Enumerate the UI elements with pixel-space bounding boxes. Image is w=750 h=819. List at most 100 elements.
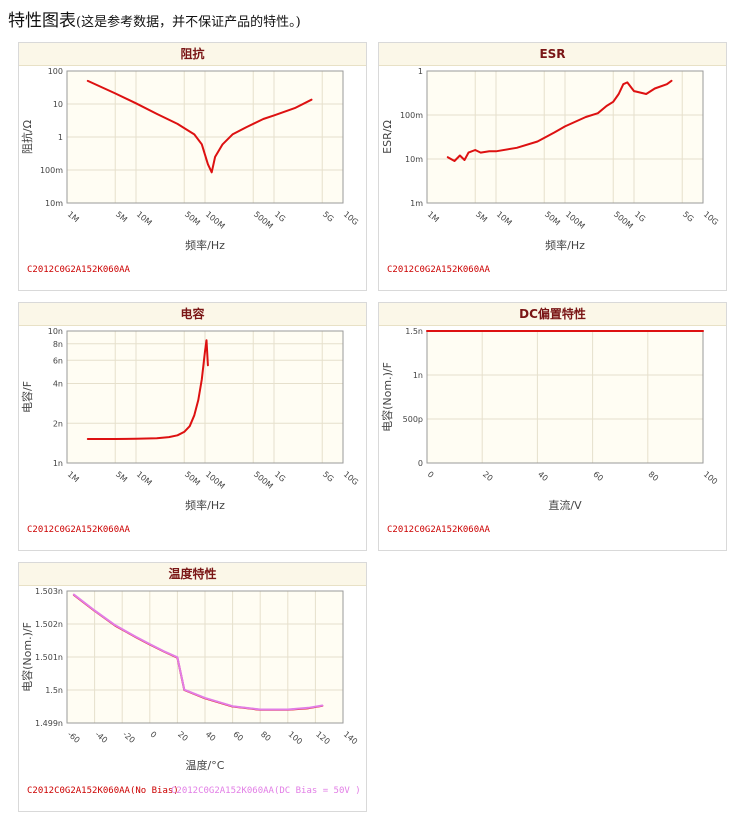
plot-frame (66, 330, 344, 464)
y-tick-label: 6n (53, 356, 63, 365)
y-axis-title: 电容/F (20, 381, 34, 413)
impedance-chart-card: 阻抗 1M 5M 10M 50M 100M 500M 1G 5G 10G 10m 100m 1 10 10… (18, 42, 367, 291)
y-tick-label: 100m (400, 111, 423, 120)
y-axis-title: 电容(Nom.)/F (20, 622, 34, 692)
x-tick-label: 500M (252, 210, 275, 231)
plot-frame (426, 70, 704, 204)
x-tick-label: 500M (612, 210, 635, 231)
y-tick-label: 1m (410, 199, 423, 208)
y-tick-label: 1n (53, 459, 63, 468)
x-tick-label: 10G (342, 210, 360, 227)
y-axis-title: ESR/Ω (381, 120, 394, 154)
y-tick-label: 100 (48, 67, 63, 76)
x-tick-label: 5G (681, 210, 695, 224)
y-tick-label: 500p (403, 415, 423, 424)
x-tick-label: -40 (93, 730, 109, 745)
x-tick-label: 5M (474, 210, 489, 225)
y-tick-label: 4n (53, 380, 63, 389)
capacitance-chart-card: 电容 1M 5M 10M 50M 100M 500M 1G 5G 10G 1n 2n 4n 6n 8n 10… (18, 302, 367, 551)
page-title-text: 特性图表 (8, 11, 76, 31)
x-tick-label: 10G (702, 210, 720, 227)
x-axis-title: 频率/Hz (545, 238, 585, 252)
x-tick-label: 60 (231, 730, 245, 743)
plot-frame (66, 70, 344, 204)
y-tick-label: 1.5n (405, 327, 423, 336)
chart-title: ESR (379, 43, 726, 66)
x-tick-label: 100M (204, 470, 227, 491)
plot-area (426, 330, 704, 464)
page-title: 特性图表(这是参考数据，并不保证产品的特性。) (8, 6, 301, 31)
x-tick-label: 50M (543, 210, 562, 228)
y-axis-title: 电容(Nom.)/F (380, 362, 394, 432)
dc-bias-chart: 0 20 40 60 80 100 0 500p 1n 1.5n 直流/V 电容(Nom.)/F (380, 327, 719, 512)
x-tick-label: 40 (536, 470, 550, 483)
x-tick-label: 5M (114, 470, 129, 485)
x-tick-label: 100M (564, 210, 587, 231)
chart-caption: C2012C0G2A152K060AA (27, 265, 130, 275)
y-tick-label: 10n (48, 327, 63, 336)
x-tick-label: 1M (426, 210, 441, 225)
y-tick-label: 1.502n (35, 620, 63, 629)
legend-item-no-bias: C2012C0G2A152K060AA(No Bias) (27, 786, 179, 796)
y-tick-label: 1n (413, 371, 423, 380)
x-tick-label: 100 (702, 470, 719, 487)
x-tick-label: 10M (135, 210, 154, 228)
x-tick-label: 10M (495, 210, 514, 228)
chart-caption: C2012C0G2A152K060AA (387, 525, 490, 535)
y-axis-title: 阻抗/Ω (20, 120, 34, 154)
esr-chart-card: ESR 1M 5M 10M 50M 100M 500M 1G 5G 10G 1m 10m 100m 1 频… (378, 42, 727, 291)
x-tick-label: -20 (121, 730, 137, 745)
x-tick-label: 80 (647, 470, 661, 483)
y-tick-label: 1.5n (45, 686, 63, 695)
chart-title: 电容 (19, 303, 366, 326)
series-line-1 (86, 339, 209, 440)
x-tick-label: 20 (481, 470, 495, 483)
x-tick-label: 500M (252, 470, 275, 491)
y-tick-label: 0 (418, 459, 423, 468)
x-tick-label: 1G (273, 210, 287, 224)
y-tick-label: 2n (53, 419, 63, 428)
x-tick-label: 140 (342, 730, 359, 747)
y-tick-label: 8n (53, 340, 63, 349)
y-tick-label: 10m (405, 155, 423, 164)
chart-caption: C2012C0G2A152K060AA (387, 265, 490, 275)
x-tick-label: 1G (273, 470, 287, 484)
x-tick-label: 40 (204, 730, 218, 743)
y-tick-label: 1 (418, 67, 423, 76)
x-tick-label: 5M (114, 210, 129, 225)
x-tick-label: 1M (66, 210, 81, 225)
x-axis-title: 频率/Hz (185, 498, 225, 512)
x-tick-label: 60 (591, 470, 605, 483)
y-tick-label: 1.503n (35, 587, 63, 596)
temperature-chart: -60 -40 -20 0 20 40 60 80 100 120 140 1.499n 1.5n 1.5… (20, 587, 359, 772)
x-tick-label: 100 (287, 730, 304, 747)
chart-title: 温度特性 (19, 563, 366, 586)
page-title-note: (这是参考数据，并不保证产品的特性。) (76, 15, 301, 30)
temperature-chart-card: 温度特性 -60 -40 -20 0 20 40 60 80 100 120 140 1.499n 1.… (18, 562, 367, 812)
legend-item-dc-bias: C2012C0G2A152K060AA(DC Bias = 50V ) (171, 786, 361, 796)
x-tick-label: 1G (633, 210, 647, 224)
x-tick-label: 10M (135, 470, 154, 488)
x-tick-label: 0 (149, 730, 159, 740)
x-tick-label: 20 (176, 730, 190, 743)
y-tick-label: 1.501n (35, 653, 63, 662)
y-tick-label: 100m (40, 166, 63, 175)
y-tick-label: 10m (45, 199, 63, 208)
series-line-1 (86, 79, 313, 174)
x-axis-title: 频率/Hz (185, 238, 225, 252)
x-tick-label: -60 (66, 730, 82, 745)
x-tick-label: 100M (204, 210, 227, 231)
series-line-1 (446, 79, 673, 162)
x-tick-label: 5G (321, 470, 335, 484)
series-line-2 (72, 593, 324, 711)
x-tick-label: 0 (426, 470, 436, 480)
x-tick-label: 1M (66, 470, 81, 485)
x-tick-label: 5G (321, 210, 335, 224)
y-tick-label: 1.499n (35, 719, 63, 728)
x-axis-title: 温度/°C (186, 758, 225, 772)
y-tick-label: 1 (58, 133, 63, 142)
x-tick-label: 50M (183, 210, 202, 228)
